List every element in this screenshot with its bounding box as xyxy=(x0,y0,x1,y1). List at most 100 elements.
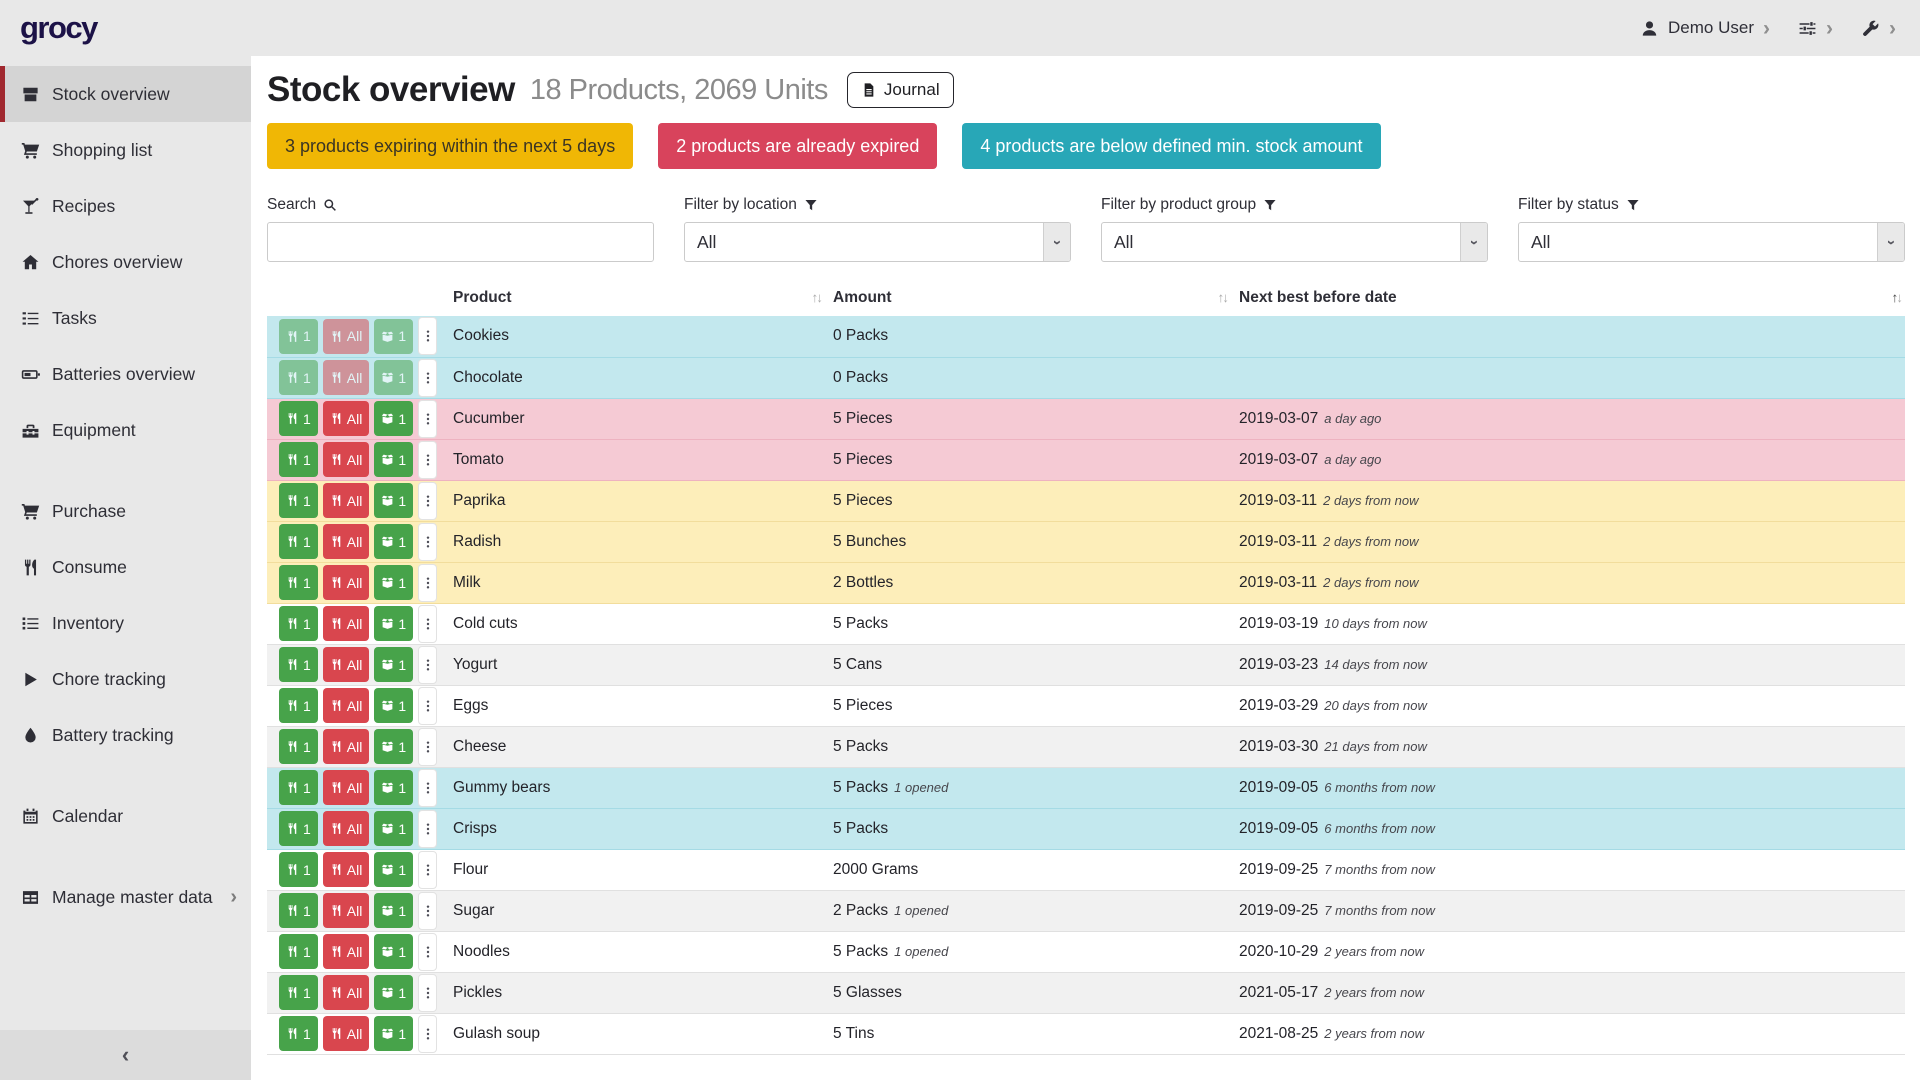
product-column-header[interactable]: Product ↑ ↓ xyxy=(453,289,823,306)
sidebar-item-tasks[interactable]: Tasks xyxy=(0,290,251,346)
open-one-button[interactable]: 1 xyxy=(374,770,414,805)
sidebar-item-manage-master-data[interactable]: Manage master data › xyxy=(0,869,251,925)
product-cell[interactable]: Cheese xyxy=(453,737,507,755)
consume-one-button[interactable]: 1 xyxy=(279,360,318,395)
consume-one-button[interactable]: 1 xyxy=(279,318,318,354)
row-menu-button[interactable] xyxy=(418,727,437,766)
open-one-button[interactable]: 1 xyxy=(374,524,414,559)
row-menu-button[interactable] xyxy=(418,1014,437,1053)
consume-all-button[interactable]: All xyxy=(322,606,370,641)
sidebar-item-inventory[interactable]: Inventory xyxy=(0,595,251,651)
row-menu-button[interactable] xyxy=(418,604,437,643)
open-one-button[interactable]: 1 xyxy=(374,565,414,600)
consume-all-button[interactable]: All xyxy=(322,483,370,518)
product-cell[interactable]: Cookies xyxy=(453,327,509,345)
open-one-button[interactable]: 1 xyxy=(374,729,414,764)
consume-one-button[interactable]: 1 xyxy=(279,688,318,723)
sidebar-collapse-button[interactable]: ‹ xyxy=(0,1030,251,1080)
sidebar-item-battery-tracking[interactable]: Battery tracking xyxy=(0,707,251,763)
amount-column-header[interactable]: Amount ↑ ↓ xyxy=(833,289,1229,306)
expired-badge[interactable]: 2 products are already expired xyxy=(658,123,938,169)
product-cell[interactable]: Radish xyxy=(453,532,502,550)
search-input[interactable] xyxy=(267,222,654,262)
expiring-badge[interactable]: 3 products expiring within the next 5 da… xyxy=(267,123,634,169)
consume-one-button[interactable]: 1 xyxy=(279,565,318,600)
row-menu-button[interactable] xyxy=(418,809,437,848)
journal-button[interactable]: Journal xyxy=(846,72,954,108)
open-one-button[interactable]: 1 xyxy=(374,1016,414,1051)
consume-all-button[interactable]: All xyxy=(322,565,370,600)
consume-all-button[interactable]: All xyxy=(322,975,370,1010)
product-cell[interactable]: Gummy bears xyxy=(453,778,551,796)
row-menu-button[interactable] xyxy=(418,686,437,725)
row-menu-button[interactable] xyxy=(418,481,437,520)
consume-one-button[interactable]: 1 xyxy=(279,647,318,682)
open-one-button[interactable]: 1 xyxy=(374,606,414,641)
consume-all-button[interactable]: All xyxy=(322,401,370,436)
consume-all-button[interactable]: All xyxy=(322,647,370,682)
consume-all-button[interactable]: All xyxy=(322,318,370,354)
consume-one-button[interactable]: 1 xyxy=(279,483,318,518)
consume-all-button[interactable]: All xyxy=(322,811,370,846)
open-one-button[interactable]: 1 xyxy=(374,442,414,477)
sidebar-item-chore-tracking[interactable]: Chore tracking xyxy=(0,651,251,707)
product-cell[interactable]: Yogurt xyxy=(453,655,498,673)
consume-one-button[interactable]: 1 xyxy=(279,524,318,559)
consume-all-button[interactable]: All xyxy=(322,729,370,764)
consume-all-button[interactable]: All xyxy=(322,893,370,928)
product-cell[interactable]: Noodles xyxy=(453,942,510,960)
open-one-button[interactable]: 1 xyxy=(374,483,414,518)
consume-one-button[interactable]: 1 xyxy=(279,934,318,969)
row-menu-button[interactable] xyxy=(418,522,437,561)
product-cell[interactable]: Chocolate xyxy=(453,368,523,386)
consume-all-button[interactable]: All xyxy=(322,360,370,395)
consume-all-button[interactable]: All xyxy=(322,524,370,559)
open-one-button[interactable]: 1 xyxy=(374,360,414,395)
row-menu-button[interactable] xyxy=(418,440,437,479)
consume-all-button[interactable]: All xyxy=(322,770,370,805)
row-menu-button[interactable] xyxy=(418,645,437,684)
settings-menu[interactable]: › xyxy=(1798,18,1833,39)
sidebar-item-calendar[interactable]: Calendar xyxy=(0,788,251,844)
consume-one-button[interactable]: 1 xyxy=(279,401,318,436)
consume-one-button[interactable]: 1 xyxy=(279,852,318,887)
open-one-button[interactable]: 1 xyxy=(374,688,414,723)
consume-one-button[interactable]: 1 xyxy=(279,442,318,477)
product-cell[interactable]: Flour xyxy=(453,860,489,878)
sidebar-item-recipes[interactable]: Recipes xyxy=(0,178,251,234)
product-group-select[interactable]: All › xyxy=(1101,222,1488,262)
consume-one-button[interactable]: 1 xyxy=(279,811,318,846)
open-one-button[interactable]: 1 xyxy=(374,975,414,1010)
open-one-button[interactable]: 1 xyxy=(374,318,414,354)
consume-all-button[interactable]: All xyxy=(322,688,370,723)
product-cell[interactable]: Cold cuts xyxy=(453,614,518,632)
user-menu[interactable]: Demo User › xyxy=(1640,18,1770,39)
row-menu-button[interactable] xyxy=(418,768,437,807)
open-one-button[interactable]: 1 xyxy=(374,811,414,846)
row-menu-button[interactable] xyxy=(418,358,437,397)
product-cell[interactable]: Tomato xyxy=(453,450,504,468)
consume-one-button[interactable]: 1 xyxy=(279,1016,318,1051)
product-cell[interactable]: Eggs xyxy=(453,696,489,714)
row-menu-button[interactable] xyxy=(418,399,437,438)
consume-all-button[interactable]: All xyxy=(322,442,370,477)
open-one-button[interactable]: 1 xyxy=(374,893,414,928)
product-cell[interactable]: Gulash soup xyxy=(453,1024,541,1042)
app-logo[interactable]: grocy xyxy=(20,10,98,45)
sidebar-item-chores-overview[interactable]: Chores overview xyxy=(0,234,251,290)
product-cell[interactable]: Pickles xyxy=(453,983,503,1001)
consume-all-button[interactable]: All xyxy=(322,934,370,969)
product-cell[interactable]: Sugar xyxy=(453,901,495,919)
product-cell[interactable]: Cucumber xyxy=(453,409,525,427)
admin-menu[interactable]: › xyxy=(1861,18,1896,39)
row-menu-button[interactable] xyxy=(418,973,437,1012)
row-menu-button[interactable] xyxy=(418,850,437,889)
product-cell[interactable]: Paprika xyxy=(453,491,506,509)
consume-one-button[interactable]: 1 xyxy=(279,729,318,764)
sidebar-item-stock-overview[interactable]: Stock overview xyxy=(0,66,251,122)
open-one-button[interactable]: 1 xyxy=(374,401,414,436)
product-cell[interactable]: Crisps xyxy=(453,819,497,837)
consume-one-button[interactable]: 1 xyxy=(279,893,318,928)
sidebar-item-purchase[interactable]: Purchase xyxy=(0,483,251,539)
consume-one-button[interactable]: 1 xyxy=(279,975,318,1010)
